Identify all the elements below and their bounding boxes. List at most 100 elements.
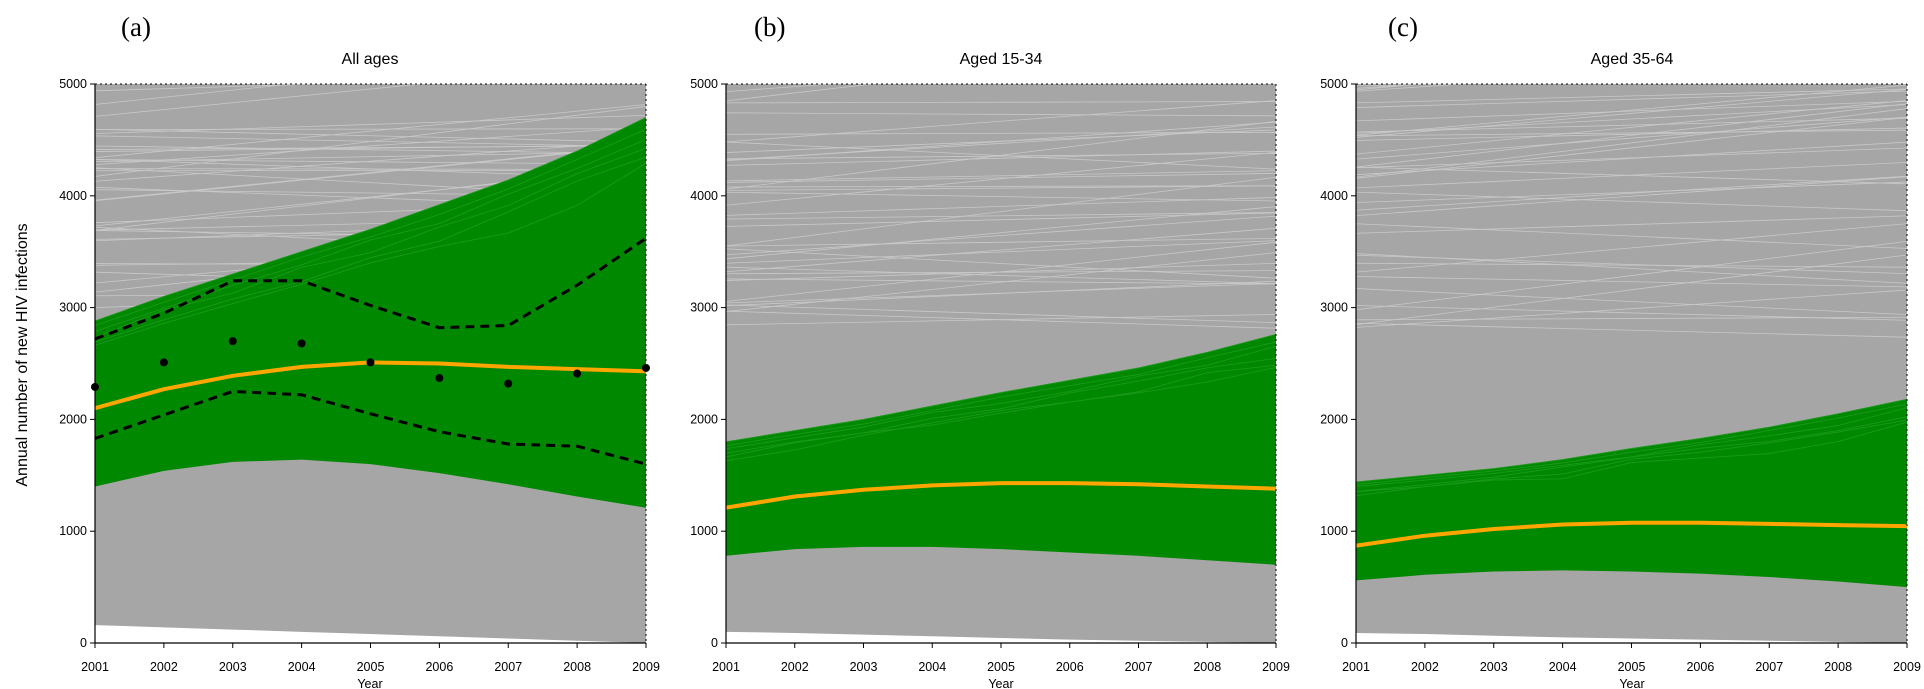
panel-c: (c) Aged 35-64 0 1000 2000 3000 4000 5000 2001… (1320, 12, 1921, 689)
x-tick-label: 2002 (1411, 660, 1439, 674)
y-tick-label: 2000 (59, 412, 87, 426)
accepted-simulations-band (1356, 399, 1907, 588)
x-tick-label: 2007 (494, 660, 522, 674)
accepted-trajectory (95, 162, 646, 346)
rejected-trajectory (1356, 90, 1907, 108)
rejected-trajectory (1356, 108, 1907, 178)
rejected-trajectory (1356, 141, 1907, 176)
y-tick-label: 2000 (690, 412, 718, 426)
x-tick-label: 2006 (425, 660, 453, 674)
y-tick-label: 4000 (1320, 189, 1348, 203)
rejected-trajectory (726, 84, 836, 93)
plot-area (91, 83, 650, 644)
plot-clipped-group (726, 84, 1276, 643)
accepted-trajectory (726, 364, 1276, 458)
rejected-trajectory (95, 140, 646, 182)
accepted-trajectory (1356, 421, 1907, 497)
x-tick-label: 2003 (850, 660, 878, 674)
rejected-trajectory (1356, 175, 1907, 211)
rejected-trajectory (1356, 116, 1907, 179)
plot-clipped-group (1356, 84, 1907, 643)
rejected-trajectory (726, 112, 1276, 117)
y-tick-label: 0 (1341, 636, 1348, 650)
x-tick-label: 2005 (1618, 660, 1646, 674)
accepted-trajectory (95, 128, 646, 326)
rejected-trajectory (95, 128, 646, 143)
rejected-trajectory (726, 227, 1276, 273)
x-axis-label: Year (357, 677, 382, 689)
accepted-trajectory (1356, 398, 1907, 483)
rejected-trajectory (1356, 305, 1907, 321)
rejected-trajectory (726, 215, 1276, 256)
rejected-trajectory (1356, 322, 1907, 338)
panel-a: (a) All ages 0 1000 2000 3000 4000 5000 2001 20… (59, 12, 660, 689)
observed-point (573, 369, 582, 378)
rejected-trajectory (726, 304, 1276, 324)
panel-title: Aged 35-64 (1591, 51, 1674, 68)
rejected-trajectory (95, 145, 646, 202)
accepted-trajectory (726, 333, 1276, 443)
y-tick-label: 5000 (1320, 77, 1348, 91)
accepted-simulations-band (95, 117, 646, 508)
x-axis-label: Year (988, 677, 1013, 689)
median-line (726, 481, 1276, 510)
rejected-trajectory (726, 197, 1276, 216)
rejected-trajectory (726, 101, 1276, 104)
panel-title: All ages (342, 51, 399, 68)
rejected-trajectory (1356, 100, 1907, 155)
accepted-trajectory (95, 156, 646, 343)
rejected-trajectory (1356, 127, 1907, 141)
x-tick-label: 2001 (712, 660, 740, 674)
accepted-trajectory (1356, 416, 1907, 492)
y-tick-label: 5000 (59, 77, 87, 91)
rejected-trajectory (1356, 88, 1907, 104)
plot-area (1355, 83, 1908, 644)
axis-ticks: 0 1000 2000 3000 4000 5000 2001 2002 2003 2004 200… (59, 77, 660, 674)
x-tick-label: 2005 (987, 660, 1015, 674)
plot-clipped-group (95, 84, 646, 643)
y-tick-label: 5000 (690, 77, 718, 91)
lower-bound-line (95, 389, 646, 466)
x-tick-label: 2007 (1125, 660, 1153, 674)
y-tick-label: 1000 (1320, 524, 1348, 538)
observed-point (504, 379, 513, 388)
accepted-trajectory (726, 345, 1276, 450)
rejected-trajectory (726, 240, 1276, 264)
rejected-trajectory (95, 84, 331, 92)
y-tick-label: 0 (80, 636, 87, 650)
rejected-trajectory (1356, 84, 1907, 136)
panel-label: (a) (121, 12, 151, 42)
rejected-trajectory (1356, 176, 1907, 217)
rejected-trajectory (1356, 84, 1468, 92)
x-tick-label: 2009 (632, 660, 660, 674)
axis-ticks: 0 1000 2000 3000 4000 5000 2001 2002 2003 2004 200… (690, 77, 1290, 674)
x-tick-label: 2009 (1262, 660, 1290, 674)
panel-b: (b) Aged 15-34 0 1000 2000 3000 4000 5000 2001… (690, 12, 1290, 689)
median-line (1356, 520, 1907, 548)
rejected-trajectory (1356, 166, 1907, 185)
rejected-trajectory (1356, 215, 1907, 234)
x-tick-label: 2008 (563, 660, 591, 674)
x-tick-label: 2006 (1056, 660, 1084, 674)
x-tick-label: 2002 (781, 660, 809, 674)
x-tick-label: 2009 (1893, 660, 1921, 674)
y-tick-label: 1000 (59, 524, 87, 538)
rejected-trajectory (726, 185, 1276, 188)
rejected-trajectory (95, 144, 646, 201)
x-tick-label: 2008 (1824, 660, 1852, 674)
rejected-trajectory (1356, 276, 1907, 288)
rejected-trajectory (1356, 253, 1907, 284)
rejected-trajectory (95, 84, 425, 117)
observed-point (642, 363, 650, 372)
accepted-trajectory (95, 139, 646, 332)
plot-area (725, 83, 1277, 644)
rejected-trajectory (95, 135, 646, 148)
rejected-trajectory (726, 212, 1276, 220)
rejected-trajectory (726, 152, 1276, 160)
rejected-trajectory (726, 262, 1276, 281)
x-tick-label: 2003 (219, 660, 247, 674)
rejected-trajectory (726, 191, 1276, 202)
rejected-trajectory (1356, 88, 1907, 138)
panel-label: (b) (754, 12, 785, 42)
